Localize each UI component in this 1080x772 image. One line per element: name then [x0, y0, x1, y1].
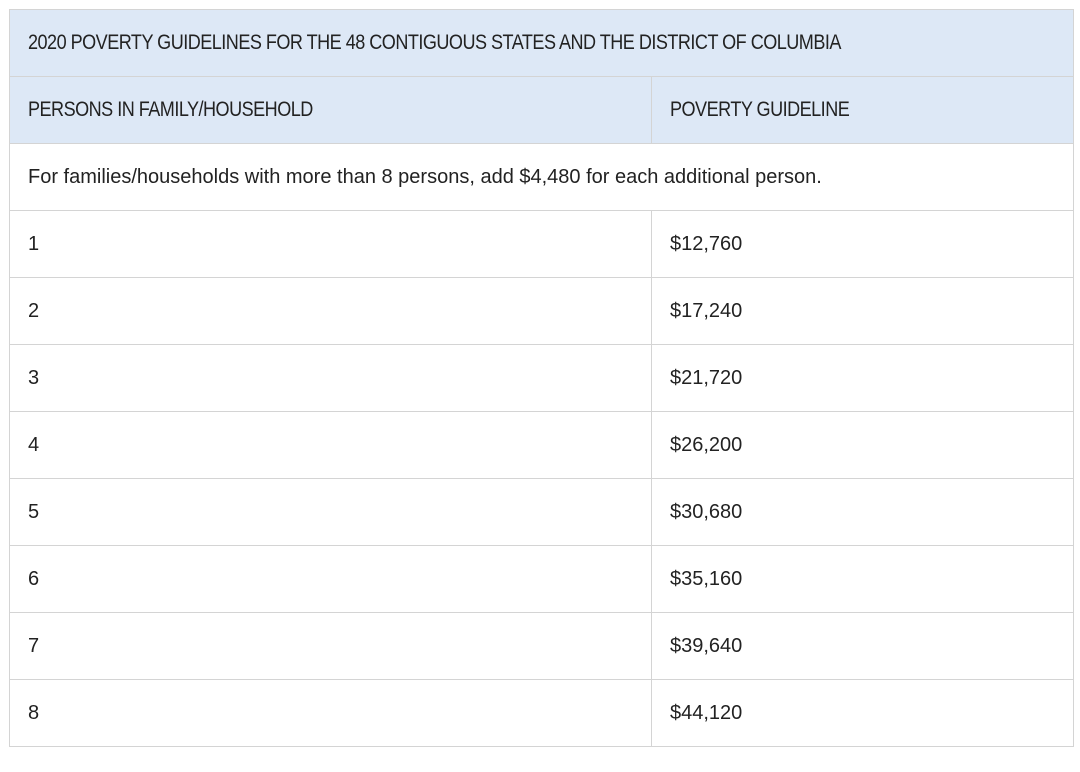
guideline-cell: $35,160: [650, 545, 1075, 613]
header-guideline-text: POVERTY GUIDELINE: [670, 98, 850, 121]
note-row: For families/households with more than 8…: [8, 143, 1075, 211]
header-persons: PERSONS IN FAMILY/HOUSEHOLD: [9, 76, 652, 144]
table-title: 2020 POVERTY GUIDELINES FOR THE 48 CONTI…: [8, 9, 1075, 77]
guideline-cell: $12,760: [650, 210, 1075, 278]
table-row: 5 $30,680: [9, 478, 1075, 546]
table-row: 1 $12,760: [9, 210, 1075, 278]
persons-cell: 3: [9, 344, 652, 412]
persons-cell: 2: [9, 277, 652, 345]
guideline-cell: $44,120: [650, 679, 1075, 747]
guideline-cell: $39,640: [650, 612, 1075, 680]
guideline-cell: $26,200: [650, 411, 1075, 479]
guideline-cell: $30,680: [650, 478, 1075, 546]
table-title-text: 2020 POVERTY GUIDELINES FOR THE 48 CONTI…: [28, 31, 841, 54]
table-row: 4 $26,200: [9, 411, 1075, 479]
poverty-guidelines-table: 2020 POVERTY GUIDELINES FOR THE 48 CONTI…: [8, 9, 1075, 747]
persons-cell: 4: [9, 411, 652, 479]
table-row: 6 $35,160: [9, 545, 1075, 613]
table-row: 2 $17,240: [9, 277, 1075, 345]
guideline-cell: $21,720: [650, 344, 1075, 412]
table-row: 3 $21,720: [9, 344, 1075, 412]
header-persons-text: PERSONS IN FAMILY/HOUSEHOLD: [28, 98, 313, 121]
header-guideline: POVERTY GUIDELINE: [650, 76, 1075, 144]
persons-cell: 1: [9, 210, 652, 278]
persons-cell: 6: [9, 545, 652, 613]
persons-cell: 5: [9, 478, 652, 546]
table-row: 7 $39,640: [9, 612, 1075, 680]
persons-cell: 7: [9, 612, 652, 680]
persons-cell: 8: [9, 679, 652, 747]
table-title-row: 2020 POVERTY GUIDELINES FOR THE 48 CONTI…: [8, 9, 1075, 77]
guideline-cell: $17,240: [650, 277, 1075, 345]
table-row: 8 $44,120: [9, 679, 1075, 747]
table-note: For families/households with more than 8…: [8, 143, 1075, 211]
table-header-row: PERSONS IN FAMILY/HOUSEHOLD POVERTY GUID…: [9, 76, 1075, 144]
